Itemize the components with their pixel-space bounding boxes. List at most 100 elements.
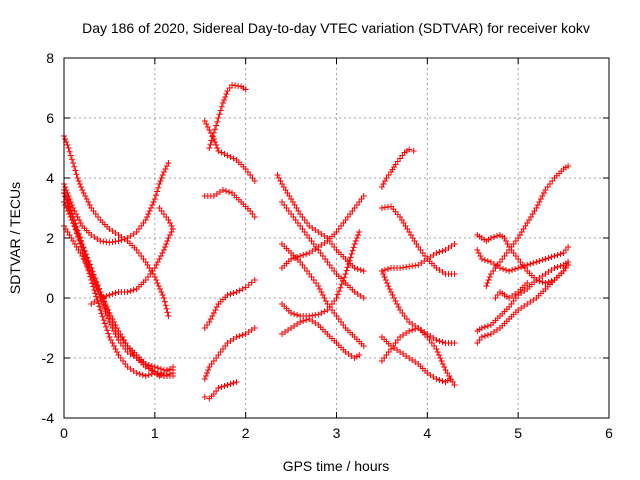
data-point — [315, 311, 322, 318]
data-point — [76, 237, 83, 243]
data-point — [168, 229, 175, 235]
series-s17 — [279, 241, 367, 349]
data-point — [146, 208, 153, 214]
series-s30 — [474, 262, 572, 346]
data-point — [166, 220, 173, 226]
axis-ticks: 0 1 2 3 4 5 6 -4 -2 0 2 4 6 8 — [42, 50, 614, 441]
data-point — [227, 338, 234, 344]
data-point — [65, 203, 72, 210]
data-point — [542, 256, 549, 262]
y-tick-label: 4 — [46, 170, 54, 186]
data-point — [436, 338, 443, 344]
data-point — [77, 240, 84, 247]
data-point — [389, 292, 396, 298]
data-point — [321, 295, 328, 301]
data-point — [99, 301, 106, 308]
data-point — [62, 193, 69, 200]
data-point — [230, 155, 237, 162]
data-point — [113, 325, 120, 331]
data-point — [545, 269, 552, 275]
data-point — [83, 196, 90, 202]
data-point — [394, 347, 401, 353]
data-point — [110, 343, 117, 349]
data-point — [227, 154, 234, 160]
data-point — [484, 332, 491, 338]
data-point — [433, 265, 440, 271]
data-point — [223, 91, 230, 97]
data-point — [90, 283, 97, 290]
data-point — [62, 184, 69, 190]
data-point — [512, 266, 519, 272]
data-point — [321, 233, 328, 239]
data-point — [406, 146, 413, 153]
data-point — [88, 301, 95, 307]
data-point — [554, 264, 561, 270]
data-point — [534, 202, 541, 208]
data-point — [103, 304, 110, 310]
data-point — [539, 193, 546, 199]
data-point — [275, 175, 282, 181]
series-s09 — [201, 118, 258, 184]
data-point — [442, 247, 449, 253]
data-point — [448, 243, 455, 249]
data-point — [309, 248, 316, 254]
data-point — [164, 238, 171, 244]
data-point — [380, 271, 387, 277]
data-point — [162, 166, 169, 172]
data-point — [356, 229, 363, 235]
data-point — [106, 292, 113, 298]
data-point — [345, 351, 352, 357]
data-point — [89, 280, 96, 287]
data-point — [65, 145, 72, 151]
series-s22 — [378, 203, 458, 277]
data-point — [412, 359, 419, 365]
series-s07 — [88, 226, 176, 307]
data-point — [144, 214, 151, 220]
data-point — [288, 256, 295, 262]
data-point — [406, 355, 413, 361]
data-point — [159, 292, 166, 298]
data-point — [72, 223, 79, 230]
data-point — [127, 233, 134, 239]
data-point — [288, 310, 295, 316]
data-point — [105, 330, 112, 337]
data-point — [424, 256, 431, 262]
data-point — [221, 151, 228, 157]
data-point — [412, 326, 419, 332]
data-point — [350, 244, 357, 251]
data-point — [409, 321, 416, 327]
data-point — [219, 100, 226, 106]
data-point — [251, 277, 258, 283]
data-point — [251, 214, 258, 220]
data-point — [155, 283, 162, 289]
data-point — [156, 181, 163, 187]
data-point — [306, 250, 313, 256]
data-point — [397, 334, 404, 340]
data-point — [333, 295, 340, 301]
data-point — [121, 236, 128, 242]
data-point — [227, 381, 234, 387]
data-point — [481, 324, 488, 330]
data-point — [157, 178, 164, 184]
data-point — [115, 238, 122, 244]
series-s01 — [61, 133, 172, 319]
data-point — [142, 364, 149, 370]
data-point — [75, 233, 82, 240]
data-point — [124, 289, 131, 295]
y-tick-label: -4 — [42, 410, 55, 426]
data-point — [360, 193, 367, 199]
data-point — [400, 332, 407, 338]
data-point — [218, 384, 225, 390]
data-point — [151, 196, 158, 202]
data-point — [245, 282, 252, 288]
data-point — [433, 337, 440, 343]
series-s15 — [274, 172, 367, 274]
data-point — [251, 325, 258, 331]
data-point — [67, 210, 74, 217]
data-point — [233, 334, 240, 340]
data-point — [439, 378, 446, 384]
data-point — [161, 298, 168, 305]
data-point — [490, 261, 497, 267]
data-point — [102, 301, 109, 307]
data-point — [85, 267, 92, 273]
